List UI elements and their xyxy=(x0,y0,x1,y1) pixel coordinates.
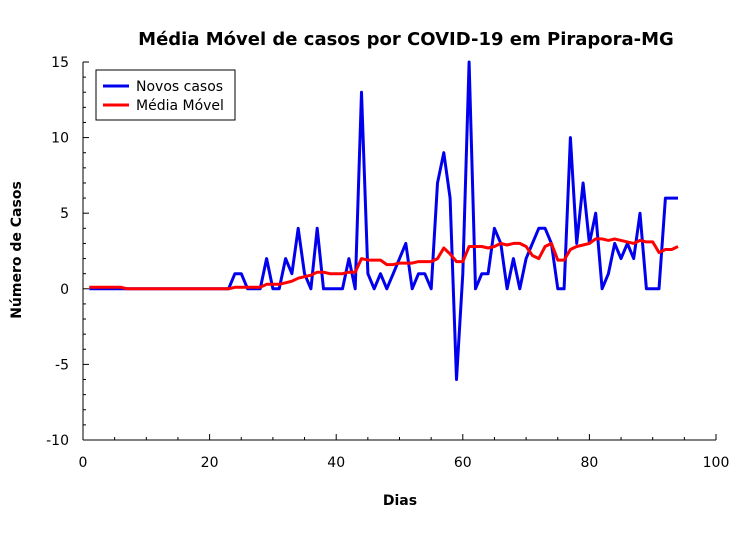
series-layer xyxy=(89,60,679,381)
x-axis-label: Dias xyxy=(383,493,417,509)
y-tick-label: 0 xyxy=(60,282,69,298)
x-tick-label: 0 xyxy=(79,455,88,471)
y-axis-label: Número de Casos xyxy=(9,181,25,319)
x-tick-label: 100 xyxy=(703,455,730,471)
y-tick-label: -10 xyxy=(46,433,69,449)
series-line-media-movel xyxy=(89,237,679,291)
plot-axes: 0 20 40 60 80 100 -10 -5 0 5 10 15 xyxy=(46,55,729,471)
x-tick-label: 20 xyxy=(201,455,219,471)
x-tick-label: 60 xyxy=(454,455,472,471)
x-tick-label: 80 xyxy=(580,455,598,471)
y-tick-label: -5 xyxy=(55,357,69,373)
y-tick-label: 10 xyxy=(51,131,69,147)
legend-box xyxy=(95,69,236,121)
legend-label-media-movel: Média Móvel xyxy=(136,98,224,114)
y-tick-label: 5 xyxy=(60,206,69,222)
legend-label-novos-casos: Novos casos xyxy=(136,79,223,95)
x-tick-label: 40 xyxy=(327,455,345,471)
chart-title: Média Móvel de casos por COVID-19 em Pir… xyxy=(138,29,674,50)
y-tick-label: 15 xyxy=(51,55,69,71)
legend: Novos casos Média Móvel xyxy=(95,69,236,121)
